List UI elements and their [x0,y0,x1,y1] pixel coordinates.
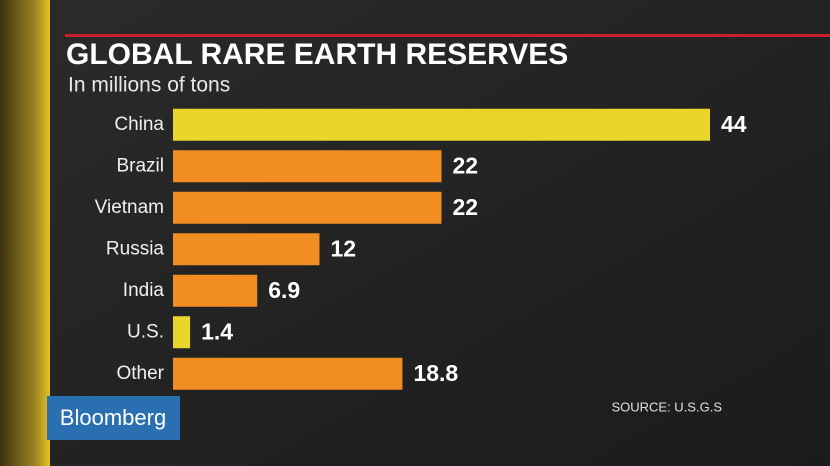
value-label: 6.9 [268,277,300,303]
side-strip [0,0,50,466]
category-label: Russia [106,238,165,259]
category-label: Vietnam [95,197,164,218]
bar [173,316,191,349]
category-label: Other [116,363,164,384]
logo-box [47,396,180,440]
title-rule [65,34,830,37]
value-label: 44 [721,111,747,137]
chart-subtitle: In millions of tons [68,74,230,97]
bar [173,274,258,307]
category-label: U.S. [127,321,164,342]
value-label: 12 [330,235,356,261]
value-label: 18.8 [413,360,458,386]
bar [173,233,320,266]
source-note: SOURCE: U.S.G.S [611,399,722,414]
category-label: India [123,280,165,301]
chart-title: GLOBAL RARE EARTH RESERVES [66,38,568,71]
bar [173,150,442,183]
value-label: 1.4 [201,318,233,344]
bar [173,191,442,224]
value-label: 22 [453,194,479,220]
value-label: 22 [453,152,479,178]
category-label: China [114,114,164,135]
bar [173,108,710,141]
bar [173,357,403,390]
category-label: Brazil [116,155,164,176]
logo: Bloomberg [60,405,166,430]
